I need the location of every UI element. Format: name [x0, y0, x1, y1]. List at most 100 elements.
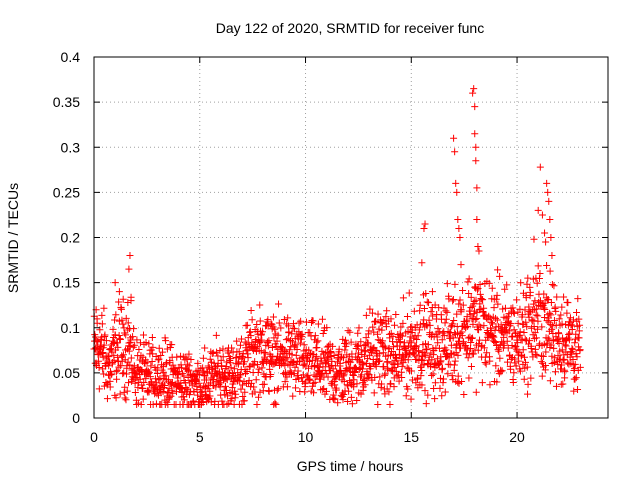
data-point — [185, 350, 193, 358]
data-point — [431, 379, 439, 387]
data-point — [448, 372, 456, 380]
data-point — [134, 384, 142, 392]
data-point — [549, 322, 557, 330]
data-point — [492, 295, 500, 303]
data-point — [261, 349, 269, 357]
data-point — [100, 341, 108, 349]
data-point — [299, 371, 307, 379]
data-point — [412, 379, 420, 387]
data-point — [558, 303, 566, 311]
data-point — [458, 332, 466, 340]
data-point — [168, 386, 176, 394]
data-point — [267, 352, 275, 360]
data-point — [510, 326, 518, 334]
data-point — [298, 330, 306, 338]
data-point — [378, 380, 386, 388]
data-point — [554, 335, 562, 343]
data-point — [162, 337, 170, 345]
data-point — [503, 281, 511, 289]
data-point — [162, 360, 170, 368]
data-point — [552, 382, 560, 390]
data-point — [568, 344, 576, 352]
data-point — [473, 215, 481, 223]
data-point — [172, 388, 180, 396]
data-point — [185, 366, 193, 374]
data-point — [431, 301, 439, 309]
data-point — [113, 339, 121, 347]
x-tick-label: 0 — [90, 429, 98, 445]
data-point — [516, 328, 524, 336]
data-point — [237, 385, 245, 393]
data-point — [455, 300, 463, 308]
data-point — [455, 340, 463, 348]
data-point — [115, 363, 123, 371]
data-point — [537, 352, 545, 360]
data-point — [551, 303, 559, 311]
data-point — [126, 361, 134, 369]
data-point — [426, 321, 434, 329]
data-point — [241, 388, 249, 396]
data-point — [434, 339, 442, 347]
data-point — [237, 335, 245, 343]
data-point — [549, 330, 557, 338]
data-point — [493, 316, 501, 324]
data-point — [238, 400, 246, 408]
data-point — [265, 387, 273, 395]
data-point — [558, 361, 566, 369]
data-point — [406, 333, 414, 341]
data-point — [216, 346, 224, 354]
data-point — [281, 347, 289, 355]
data-point — [387, 329, 395, 337]
data-point — [203, 369, 211, 377]
data-point — [360, 342, 368, 350]
data-point — [115, 298, 123, 306]
data-point — [385, 388, 393, 396]
data-point — [155, 355, 163, 363]
data-point — [125, 265, 133, 273]
data-point — [102, 337, 110, 345]
data-point — [301, 388, 309, 396]
data-point — [520, 328, 528, 336]
data-point — [238, 381, 246, 389]
x-tick-label: 5 — [196, 429, 204, 445]
data-point — [380, 363, 388, 371]
data-point — [496, 272, 504, 280]
data-point — [293, 345, 301, 353]
data-point — [480, 344, 488, 352]
data-point — [353, 342, 361, 350]
data-point — [566, 329, 574, 337]
data-point — [465, 374, 473, 382]
data-point — [441, 388, 449, 396]
y-tick-label: 0.25 — [53, 184, 80, 200]
data-point — [428, 288, 436, 296]
data-point — [507, 304, 515, 312]
data-point — [247, 379, 255, 387]
data-point — [489, 320, 497, 328]
data-point — [534, 262, 542, 270]
data-point — [223, 400, 231, 408]
data-point — [503, 337, 511, 345]
data-point — [480, 322, 488, 330]
data-point — [140, 379, 148, 387]
data-point — [227, 364, 235, 372]
data-point — [318, 315, 326, 323]
data-point — [427, 362, 435, 370]
data-point — [195, 379, 203, 387]
data-point — [519, 346, 527, 354]
data-point — [273, 337, 281, 345]
data-point — [573, 308, 581, 316]
data-point — [533, 325, 541, 333]
data-point — [494, 300, 502, 308]
data-point — [199, 354, 207, 362]
data-point — [542, 348, 550, 356]
data-point — [304, 371, 312, 379]
data-point — [558, 320, 566, 328]
data-point — [295, 319, 303, 327]
data-point — [485, 312, 493, 320]
data-point — [478, 379, 486, 387]
data-point — [541, 305, 549, 313]
data-point — [174, 374, 182, 382]
data-point — [264, 316, 272, 324]
data-point — [522, 318, 530, 326]
data-point — [511, 359, 519, 367]
